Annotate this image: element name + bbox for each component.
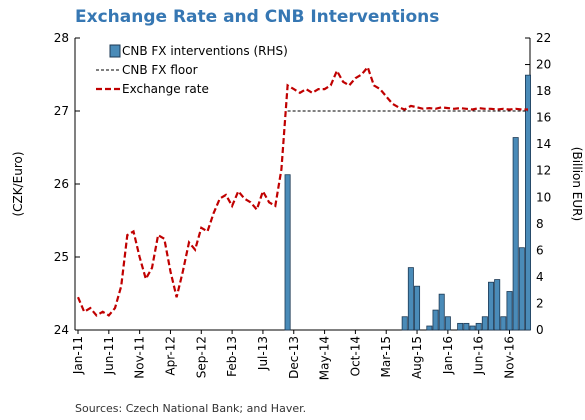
x-tick-label: Jan-11 [71, 336, 85, 375]
bar [444, 316, 451, 331]
x-tick-label: Nov-16 [503, 336, 517, 379]
y-axis-label: (CZK/Euro) [11, 151, 25, 216]
bar [469, 325, 476, 331]
bar [518, 247, 525, 331]
bar [463, 322, 470, 331]
y2-axis-label: (Billion EUR) [570, 147, 584, 221]
y2-tick-label: 4 [536, 270, 544, 284]
bar [438, 293, 445, 331]
bar [475, 322, 482, 331]
y-tick-label: 25 [54, 250, 69, 264]
chart-title: Exchange Rate and CNB Interventions [75, 7, 439, 27]
x-tick-label: Sep-12 [194, 336, 208, 378]
y-tick-label: 26 [54, 177, 69, 191]
x-tick-label: Apr-12 [163, 336, 177, 376]
x-tick-label: Jun-16 [472, 336, 486, 375]
x-tick-label: May-14 [318, 336, 332, 380]
bar [457, 322, 464, 331]
x-tick-label: Aug-15 [410, 336, 424, 379]
y2-tick-label: 12 [536, 164, 551, 178]
x-tick-label: Feb-13 [225, 336, 239, 377]
y2-tick-label: 18 [536, 84, 551, 98]
x-tick-label: Mar-15 [379, 336, 393, 377]
x-tick-label: Jan-16 [441, 336, 455, 375]
bar [414, 285, 421, 331]
bar [481, 316, 488, 331]
bar [512, 137, 519, 331]
legend-label: CNB FX interventions (RHS) [122, 44, 288, 58]
bar [525, 74, 532, 331]
bar [494, 279, 501, 331]
x-tick-label: Nov-11 [133, 336, 147, 379]
legend-label: Exchange rate [122, 82, 209, 96]
x-tick-label: Oct-14 [348, 336, 362, 376]
bar [488, 281, 495, 331]
bar [432, 309, 439, 331]
y2-tick-label: 16 [536, 111, 551, 125]
y2-tick-label: 8 [536, 217, 544, 231]
bar [407, 267, 414, 331]
legend-label: CNB FX floor [122, 63, 198, 77]
bar [401, 316, 408, 331]
bar [506, 291, 513, 331]
y2-tick-label: 2 [536, 296, 544, 310]
y2-tick-label: 20 [536, 58, 551, 72]
y2-tick-label: 14 [536, 137, 551, 151]
bar [500, 316, 507, 331]
x-tick-label: Jul-13 [256, 336, 270, 371]
line-series [76, 64, 528, 317]
y2-tick-label: 10 [536, 190, 551, 204]
bar [426, 325, 433, 331]
x-tick-label: Dec-13 [287, 336, 301, 379]
y2-tick-label: 0 [536, 323, 544, 337]
bar [284, 174, 291, 331]
y2-tick-label: 6 [536, 243, 544, 257]
y-tick-label: 24 [54, 323, 69, 337]
x-tick-label: Jun-11 [102, 336, 116, 375]
y-tick-label: 27 [54, 104, 69, 118]
legend-swatch [109, 44, 121, 58]
y-tick-label: 28 [54, 31, 69, 45]
source-note: Sources: Czech National Bank; and Haver. [75, 402, 306, 415]
y2-tick-label: 22 [536, 31, 551, 45]
